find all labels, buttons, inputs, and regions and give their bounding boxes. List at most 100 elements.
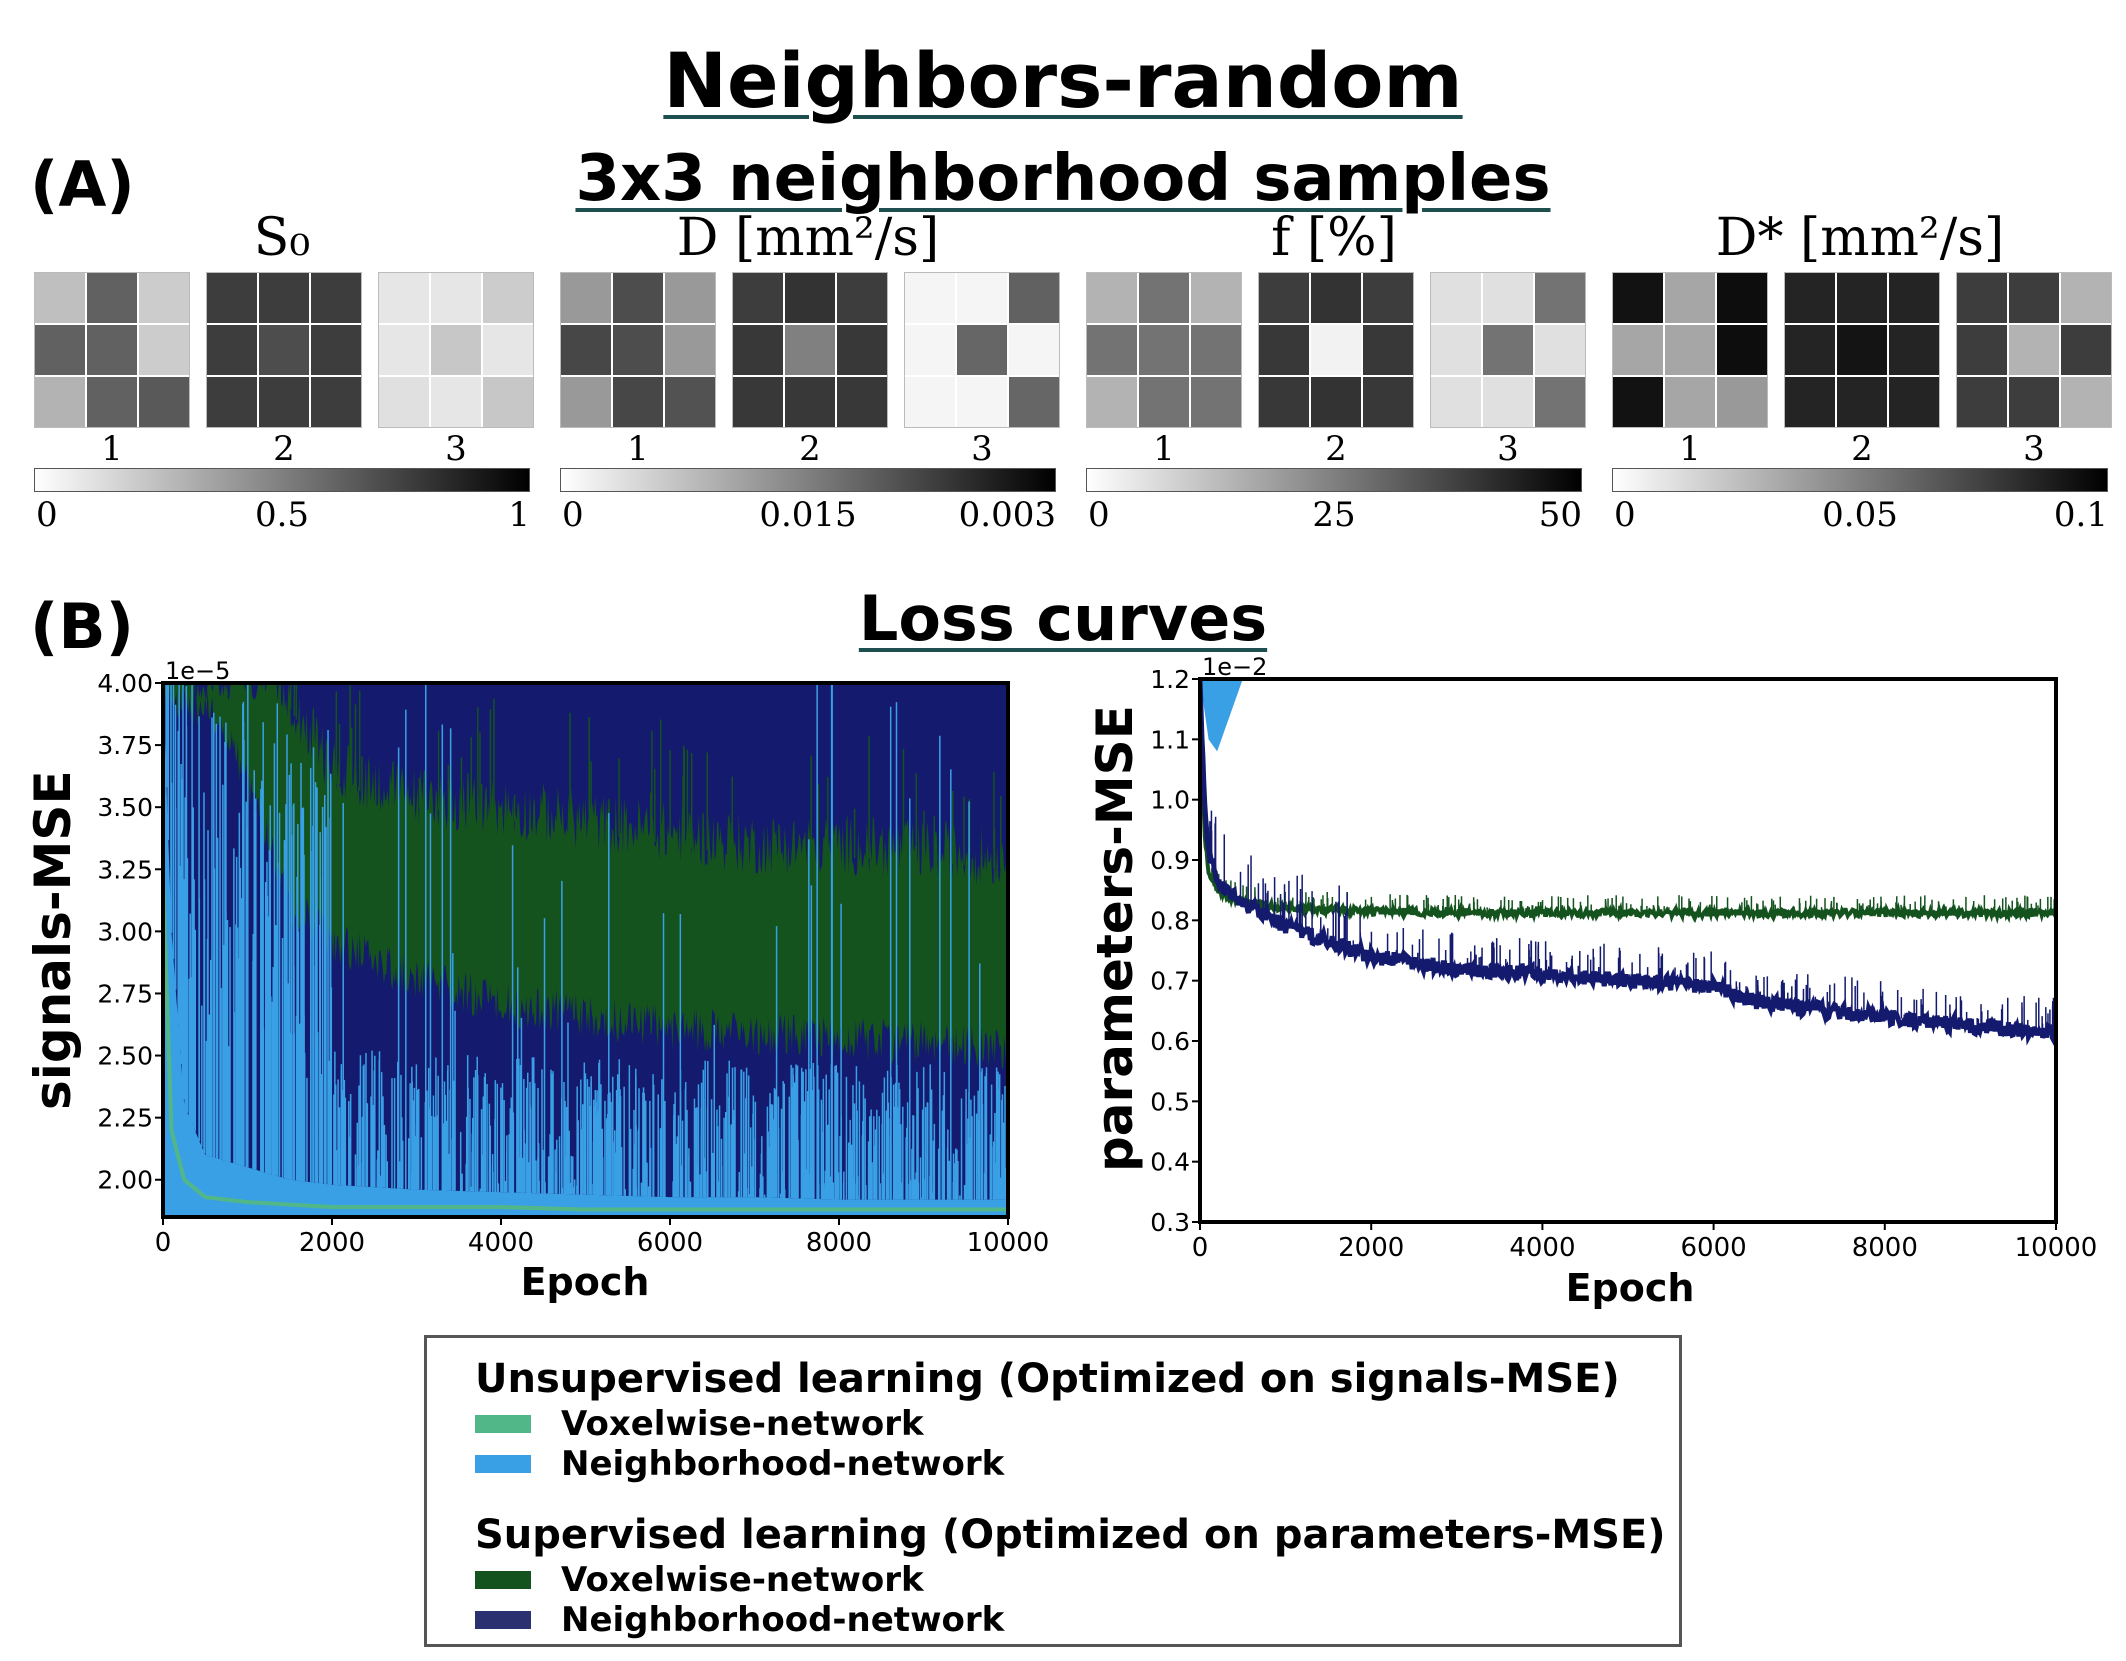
sample-cell	[1139, 325, 1189, 375]
colorbar-tick: 0.1	[2053, 495, 2108, 535]
sample-cell	[259, 325, 309, 375]
sample-cell	[431, 377, 481, 427]
sample-cell	[311, 273, 361, 323]
sample-cell	[35, 273, 85, 323]
sample-cell	[1259, 273, 1309, 323]
colorbar-tick: 0	[1088, 495, 1110, 535]
sample-cell	[1431, 377, 1481, 427]
sample-cell	[207, 273, 257, 323]
sample-cell	[2061, 325, 2111, 375]
colorbar-tick: 0	[1614, 495, 1636, 535]
sample-grid-1-3	[378, 272, 534, 428]
legend-swatch-unsup-neighborhood	[475, 1455, 531, 1473]
sample-cell	[259, 273, 309, 323]
sample-cell	[87, 325, 137, 375]
sample-label: 3	[2023, 429, 2045, 469]
sample-cell	[561, 325, 611, 375]
sample-grid-3-1	[1086, 272, 1242, 428]
colorbar-3	[1086, 468, 1582, 492]
y-tick-label: 1.2	[1150, 665, 1190, 694]
sample-cell	[1535, 273, 1585, 323]
legend-group-unsupervised: Unsupervised learning (Optimized on sign…	[475, 1356, 1620, 1402]
sample-cell	[837, 325, 887, 375]
sample-cell	[379, 273, 429, 323]
colorbar-1	[34, 468, 530, 492]
sample-cell	[957, 377, 1007, 427]
y-tick-label: 2.50	[97, 1042, 153, 1071]
y-tick-label: 3.00	[97, 917, 153, 946]
sample-cell	[139, 273, 189, 323]
sample-cell	[2061, 273, 2111, 323]
series-sup-voxelwise	[163, 683, 1008, 1069]
sample-cell	[905, 325, 955, 375]
sample-label: 1	[1153, 429, 1175, 469]
colorbar-tick: 0.003	[958, 495, 1056, 535]
y-tick-label: 0.5	[1150, 1087, 1190, 1116]
y-tick-label: 1.1	[1150, 725, 1190, 754]
sample-cell	[1311, 377, 1361, 427]
sample-cell	[561, 273, 611, 323]
sample-cell	[1009, 273, 1059, 323]
sample-cell	[1957, 325, 2007, 375]
legend: Unsupervised learning (Optimized on sign…	[424, 1335, 1682, 1647]
sample-cell	[2061, 377, 2111, 427]
sample-cell	[2009, 273, 2059, 323]
series-sup-voxelwise	[1200, 681, 2056, 925]
sample-cell	[2009, 325, 2059, 375]
signals-mse-x-title: Epoch	[520, 1260, 650, 1304]
sample-grid-1-1	[34, 272, 190, 428]
series-unsup-neighborhood-spikes	[163, 683, 1008, 1200]
sample-cell	[35, 325, 85, 375]
sample-cell	[35, 377, 85, 427]
sample-label: 3	[445, 429, 467, 469]
sample-cell	[1259, 377, 1309, 427]
sample-label: 2	[1325, 429, 1347, 469]
sample-grid-2-2	[732, 272, 888, 428]
sample-grid-2-3	[904, 272, 1060, 428]
sample-cell	[1785, 325, 1835, 375]
sample-cell	[1785, 273, 1835, 323]
sample-cell	[311, 325, 361, 375]
axis-scale-label: 1e−2	[1202, 653, 1267, 681]
colorbar-2	[560, 468, 1056, 492]
param-title-4: D* [mm²/s]	[1715, 208, 2005, 268]
sample-cell	[1665, 273, 1715, 323]
sample-cell	[1957, 273, 2007, 323]
sample-cell	[1191, 325, 1241, 375]
parameters-mse-x-title: Epoch	[1565, 1266, 1695, 1310]
legend-label: Voxelwise-network	[561, 1560, 924, 1600]
y-tick-label: 0.4	[1150, 1148, 1190, 1177]
legend-item-unsup-voxelwise: Voxelwise-network	[475, 1404, 924, 1444]
sample-cell	[613, 273, 663, 323]
panel-b-label: (B)	[30, 590, 134, 663]
sample-cell	[87, 273, 137, 323]
x-tick-label: 10000	[2015, 1233, 2098, 1263]
sample-cell	[561, 377, 611, 427]
legend-label: Neighborhood-network	[561, 1444, 1005, 1484]
series-unsup-neighborhood	[1200, 679, 1243, 752]
y-tick-label: 0.3	[1150, 1208, 1190, 1237]
sample-cell	[207, 377, 257, 427]
sample-cell	[1363, 377, 1413, 427]
x-tick-label: 2000	[1338, 1233, 1404, 1263]
y-tick-label: 3.25	[97, 855, 153, 884]
sample-cell	[1363, 325, 1413, 375]
colorbar-tick: 0.015	[759, 495, 857, 535]
sample-cell	[259, 377, 309, 427]
sample-grid-4-1	[1612, 272, 1768, 428]
colorbar-tick: 25	[1312, 495, 1356, 535]
sample-cell	[1191, 273, 1241, 323]
sample-cell	[785, 273, 835, 323]
sample-cell	[1139, 377, 1189, 427]
sample-cell	[1889, 377, 1939, 427]
sample-cell	[1665, 325, 1715, 375]
sample-cell	[837, 377, 887, 427]
x-tick-label: 0	[1192, 1233, 1209, 1263]
legend-item-sup-neighborhood: Neighborhood-network	[475, 1600, 1004, 1640]
series-sup-neighborhood-spikes	[1209, 810, 2055, 1032]
sample-grid-4-2	[1784, 272, 1940, 428]
sample-cell	[785, 377, 835, 427]
sample-cell	[483, 377, 533, 427]
sample-label: 1	[1679, 429, 1701, 469]
sample-cell	[1665, 377, 1715, 427]
